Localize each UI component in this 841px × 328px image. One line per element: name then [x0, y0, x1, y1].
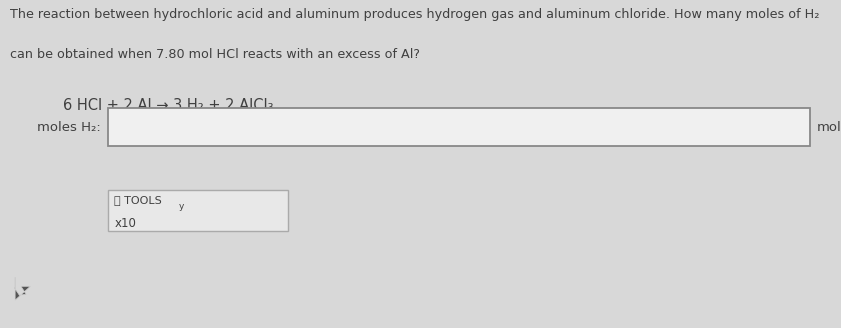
- Text: can be obtained when 7.80 mol HCl reacts with an excess of Al?: can be obtained when 7.80 mol HCl reacts…: [10, 48, 420, 61]
- Text: x10: x10: [114, 217, 136, 230]
- Bar: [108, 190, 288, 231]
- Text: y: y: [179, 202, 184, 211]
- Bar: [108, 108, 810, 146]
- Text: The reaction between hydrochloric acid and aluminum produces hydrogen gas and al: The reaction between hydrochloric acid a…: [10, 8, 820, 21]
- Text: 6 HCl + 2 Al → 3 H₂ + 2 AlCl₃: 6 HCl + 2 Al → 3 H₂ + 2 AlCl₃: [63, 98, 273, 113]
- Polygon shape: [14, 277, 30, 300]
- Text: 🔧 TOOLS: 🔧 TOOLS: [114, 195, 162, 205]
- Text: mol: mol: [817, 121, 841, 133]
- Text: moles H₂:: moles H₂:: [37, 121, 101, 133]
